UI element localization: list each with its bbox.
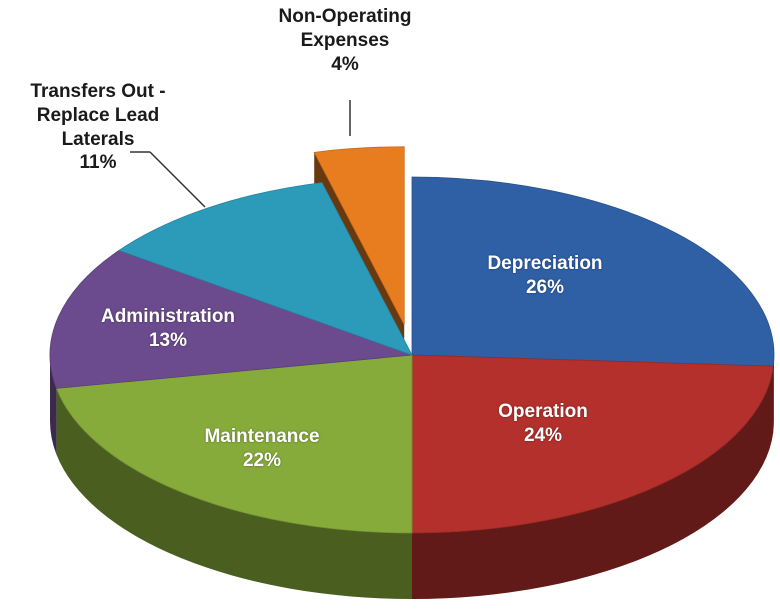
slice-percent: 26% — [525, 276, 565, 298]
slice-side — [412, 366, 774, 599]
slice-side — [50, 355, 57, 455]
data-label: Depreciation 26% — [487, 252, 602, 300]
slice-percent: 24% — [523, 424, 563, 446]
slice — [313, 146, 405, 325]
slice-percent: 11% — [79, 152, 117, 174]
slice — [411, 176, 775, 367]
data-label: Operation 24% — [498, 400, 588, 448]
slice-percent: 13% — [148, 329, 188, 351]
slice-name: Depreciation — [487, 253, 603, 274]
data-label: Transfers Out - Replace Lead Laterals 11% — [18, 80, 178, 175]
slice — [49, 249, 413, 389]
tops — [49, 146, 775, 534]
data-label: Non-Operating Expenses 4% — [260, 5, 430, 76]
slice-percent: 22% — [242, 449, 282, 471]
slice-name: Non-Operating Expenses — [278, 6, 412, 51]
slice-name: Administration — [100, 306, 236, 327]
slice — [55, 354, 413, 534]
slice-name: Transfers Out - Replace Lead Laterals — [30, 81, 166, 150]
slice-side — [56, 388, 412, 599]
slice — [411, 354, 774, 534]
data-label: Maintenance 22% — [204, 425, 319, 473]
data-label: Administration 13% — [101, 305, 235, 353]
leader-line — [149, 151, 206, 208]
slice-side — [773, 355, 774, 433]
slice-name: Maintenance — [204, 426, 320, 447]
slice-name: Operation — [498, 401, 588, 422]
slice-percent: 4% — [331, 53, 359, 75]
slice — [118, 182, 413, 356]
